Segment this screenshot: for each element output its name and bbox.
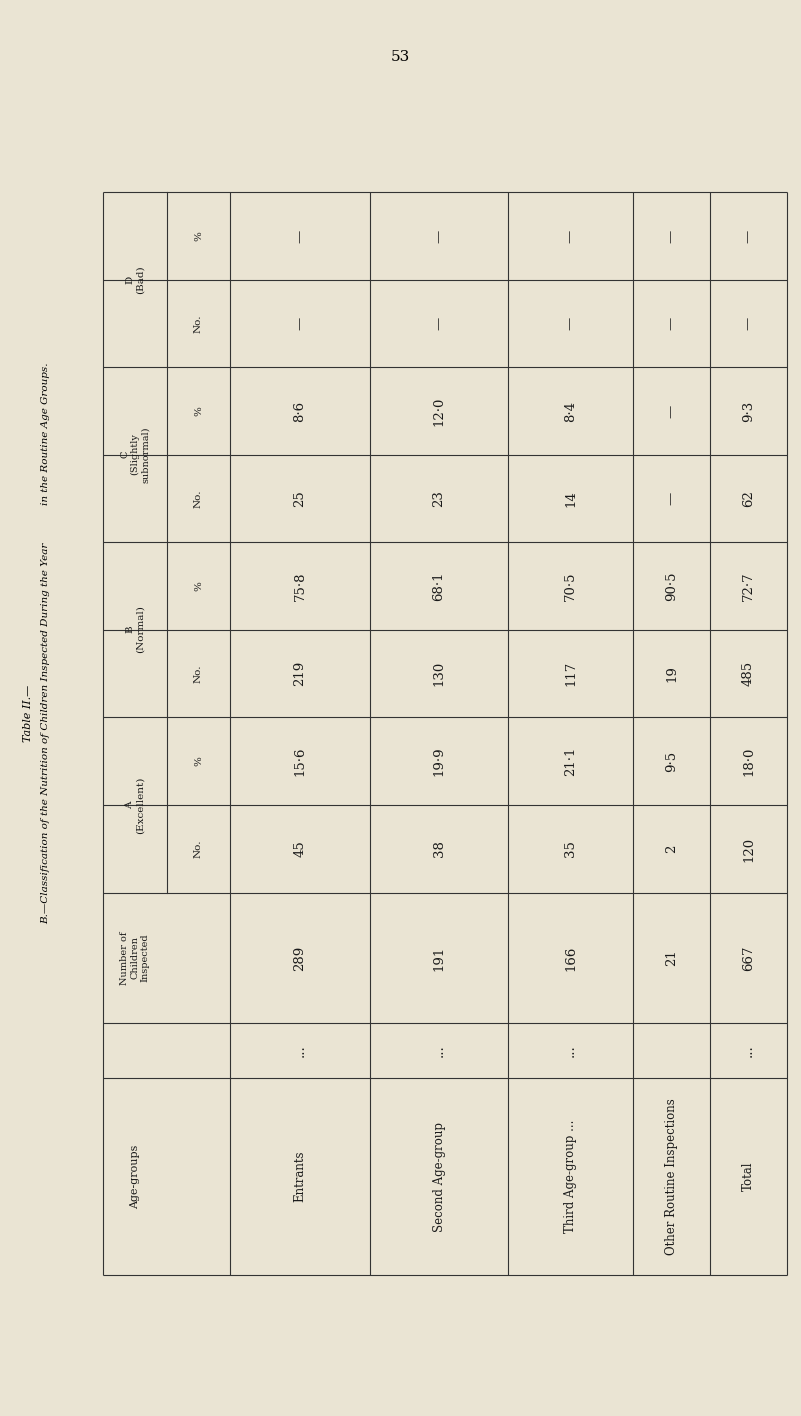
Text: —: — — [665, 229, 678, 242]
Text: 120: 120 — [742, 837, 755, 861]
Text: —: — — [433, 229, 445, 242]
Text: 8·4: 8·4 — [564, 401, 577, 422]
Text: 130: 130 — [433, 661, 445, 687]
Text: 25: 25 — [293, 490, 307, 507]
Text: Total: Total — [742, 1161, 755, 1191]
Text: 9·5: 9·5 — [665, 750, 678, 772]
Text: No.: No. — [194, 840, 203, 858]
Text: 23: 23 — [433, 490, 445, 507]
Text: —: — — [293, 229, 307, 242]
Text: 53: 53 — [391, 50, 410, 64]
Text: Entrants: Entrants — [293, 1151, 307, 1202]
Text: 70·5: 70·5 — [564, 571, 577, 600]
Text: ...: ... — [293, 1044, 307, 1056]
Text: —: — — [742, 317, 755, 330]
Text: 35: 35 — [564, 841, 577, 858]
Text: Number of
Children
Inspected: Number of Children Inspected — [120, 932, 150, 984]
Text: 38: 38 — [433, 841, 445, 858]
Text: ...: ... — [433, 1044, 445, 1056]
Text: 117: 117 — [564, 661, 577, 687]
Text: Second Age-group: Second Age-group — [433, 1121, 445, 1232]
Text: 75·8: 75·8 — [293, 571, 307, 600]
Text: 68·1: 68·1 — [433, 571, 445, 600]
Text: 45: 45 — [293, 841, 307, 857]
Text: in the Routine Age Groups.: in the Routine Age Groups. — [42, 362, 50, 504]
Text: 19·9: 19·9 — [433, 746, 445, 776]
Text: 19: 19 — [665, 666, 678, 683]
Text: 21·1: 21·1 — [564, 746, 577, 776]
Text: —: — — [665, 405, 678, 418]
Text: %: % — [194, 756, 203, 766]
Text: No.: No. — [194, 664, 203, 683]
Text: 8·6: 8·6 — [293, 401, 307, 422]
Text: 15·6: 15·6 — [293, 746, 307, 776]
Text: B.—Classification of the Nutrition of Children Inspected During the Year: B.—Classification of the Nutrition of Ch… — [42, 542, 50, 925]
Text: —: — — [564, 229, 577, 242]
Text: ...: ... — [564, 1044, 577, 1056]
Text: —: — — [433, 317, 445, 330]
Text: Third Age-group ...: Third Age-group ... — [564, 1120, 577, 1233]
Text: 90·5: 90·5 — [665, 571, 678, 600]
Text: 485: 485 — [742, 661, 755, 687]
Text: No.: No. — [194, 314, 203, 333]
Text: 18·0: 18·0 — [742, 746, 755, 776]
Text: 14: 14 — [564, 490, 577, 507]
Text: B
(Normal): B (Normal) — [125, 606, 145, 653]
Text: 2: 2 — [665, 845, 678, 854]
Text: No.: No. — [194, 490, 203, 508]
Text: D
(Bad): D (Bad) — [125, 265, 145, 293]
Text: 9·3: 9·3 — [742, 401, 755, 422]
Text: 12·0: 12·0 — [433, 396, 445, 426]
Text: —: — — [665, 317, 678, 330]
Text: —: — — [742, 229, 755, 242]
Text: Other Routine Inspections: Other Routine Inspections — [665, 1099, 678, 1255]
Text: 21: 21 — [665, 950, 678, 966]
Text: —: — — [665, 491, 678, 506]
Text: %: % — [194, 406, 203, 416]
Text: %: % — [194, 581, 203, 590]
Text: 62: 62 — [742, 490, 755, 507]
Text: 219: 219 — [293, 661, 307, 687]
Text: ...: ... — [742, 1044, 755, 1056]
Text: —: — — [293, 317, 307, 330]
Text: %: % — [194, 231, 203, 241]
Text: Age-groups: Age-groups — [130, 1144, 140, 1209]
Text: 667: 667 — [742, 946, 755, 971]
Text: Table II.—: Table II.— — [23, 685, 33, 742]
Text: 191: 191 — [433, 946, 445, 970]
Text: 166: 166 — [564, 946, 577, 971]
Text: 72·7: 72·7 — [742, 571, 755, 600]
Text: C
(Slightly
subnormal): C (Slightly subnormal) — [120, 426, 150, 483]
Text: A
(Excellent): A (Excellent) — [125, 776, 145, 834]
Text: —: — — [564, 317, 577, 330]
Text: 289: 289 — [293, 946, 307, 970]
